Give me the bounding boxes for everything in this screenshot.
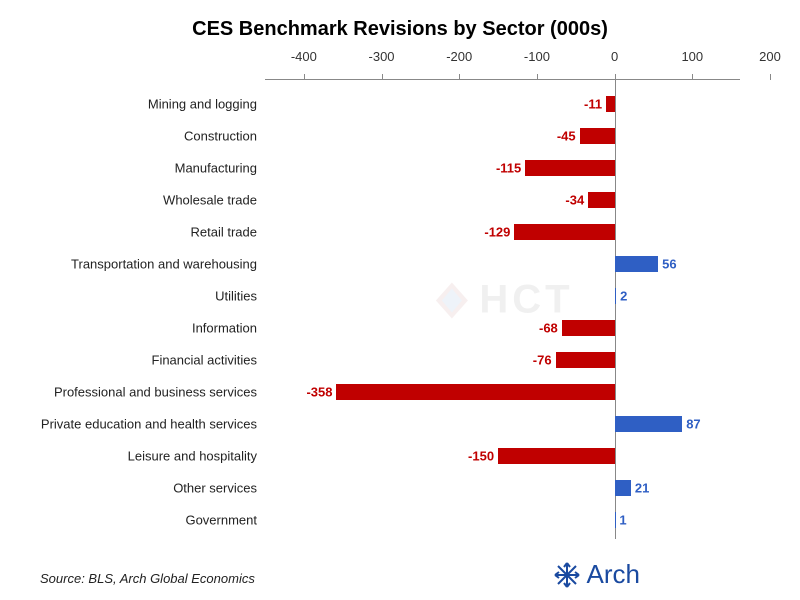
- bar: [514, 224, 614, 240]
- bar-row: Professional and business services-358: [265, 376, 740, 408]
- value-label: -68: [539, 321, 558, 336]
- value-label: 2: [620, 289, 627, 304]
- x-tick-label: -200: [446, 49, 472, 64]
- category-label: Professional and business services: [54, 385, 257, 400]
- category-label: Transportation and warehousing: [71, 257, 257, 272]
- brand-logo: Arch: [553, 559, 640, 590]
- x-tick-mark: [304, 74, 305, 80]
- x-tick-mark: [382, 74, 383, 80]
- category-label: Leisure and hospitality: [128, 449, 257, 464]
- bar: [588, 192, 614, 208]
- bar: [615, 480, 631, 496]
- bar-row: Manufacturing-115: [265, 152, 740, 184]
- category-label: Other services: [173, 481, 257, 496]
- x-tick-label: 0: [611, 49, 618, 64]
- bar: [336, 384, 614, 400]
- category-label: Financial activities: [152, 353, 258, 368]
- x-tick-label: -100: [524, 49, 550, 64]
- x-tick-label: 100: [681, 49, 703, 64]
- bar-row: Wholesale trade-34: [265, 184, 740, 216]
- bar-row: Utilities2: [265, 280, 740, 312]
- value-label: 87: [686, 417, 700, 432]
- bar-row: Government1: [265, 504, 740, 536]
- value-label: -129: [484, 225, 510, 240]
- x-tick-mark: [537, 74, 538, 80]
- bar-row: Private education and health services87: [265, 408, 740, 440]
- value-label: 21: [635, 481, 649, 496]
- bar-row: Other services21: [265, 472, 740, 504]
- value-label: -11: [584, 97, 602, 112]
- x-tick-label: 200: [759, 49, 781, 64]
- category-label: Construction: [184, 129, 257, 144]
- chart-title: CES Benchmark Revisions by Sector (000s): [30, 18, 770, 41]
- bar: [615, 288, 617, 304]
- bar: [498, 448, 615, 464]
- category-label: Wholesale trade: [163, 193, 257, 208]
- bar: [525, 160, 614, 176]
- bar-row: Construction-45: [265, 120, 740, 152]
- x-tick-mark: [770, 74, 771, 80]
- x-tick-label: -300: [369, 49, 395, 64]
- category-label: Government: [185, 513, 257, 528]
- value-label: -34: [565, 193, 584, 208]
- value-label: -45: [557, 129, 576, 144]
- bar: [562, 320, 615, 336]
- bar: [580, 128, 615, 144]
- bar: [615, 416, 683, 432]
- category-label: Utilities: [215, 289, 257, 304]
- category-label: Manufacturing: [175, 161, 257, 176]
- x-tick-mark: [459, 74, 460, 80]
- value-label: -115: [496, 161, 521, 176]
- bar: [556, 352, 615, 368]
- value-label: -358: [306, 385, 332, 400]
- bar-row: Leisure and hospitality-150: [265, 440, 740, 472]
- value-label: -76: [533, 353, 552, 368]
- x-tick-mark: [692, 74, 693, 80]
- bar-row: Retail trade-129: [265, 216, 740, 248]
- x-tick-label: -400: [291, 49, 317, 64]
- bar: [615, 512, 616, 528]
- plot-area: HCT Mining and logging-11Construction-45…: [265, 79, 740, 539]
- x-axis: -400-300-200-1000100200: [265, 49, 740, 79]
- brand-snowflake-icon: [553, 561, 581, 589]
- bar-row: Financial activities-76: [265, 344, 740, 376]
- chart-container: CES Benchmark Revisions by Sector (000s)…: [0, 0, 800, 600]
- bar-row: Mining and logging-11: [265, 88, 740, 120]
- bar: [606, 96, 615, 112]
- category-label: Mining and logging: [148, 97, 257, 112]
- bar: [615, 256, 659, 272]
- source-caption: Source: BLS, Arch Global Economics: [40, 571, 255, 586]
- value-label: 1: [619, 513, 626, 528]
- bar-row: Transportation and warehousing56: [265, 248, 740, 280]
- category-label: Information: [192, 321, 257, 336]
- value-label: 56: [662, 257, 676, 272]
- brand-text: Arch: [587, 559, 640, 590]
- value-label: -150: [468, 449, 494, 464]
- bar-row: Information-68: [265, 312, 740, 344]
- category-label: Retail trade: [191, 225, 257, 240]
- category-label: Private education and health services: [41, 417, 257, 432]
